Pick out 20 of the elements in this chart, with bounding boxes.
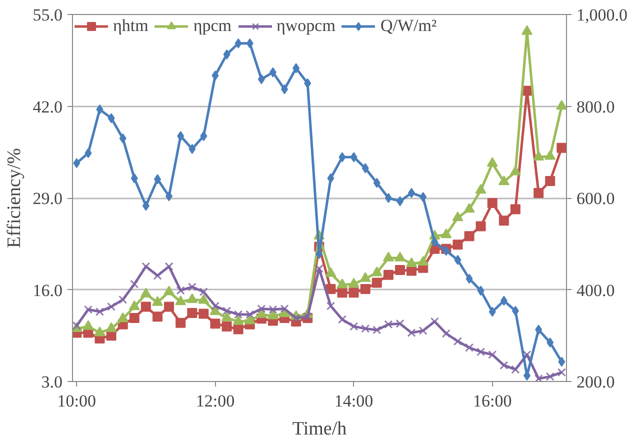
y2-tick-label: 600.0 — [576, 189, 615, 208]
y2-tick-label: 400.0 — [576, 280, 615, 300]
legend-label: ηwopcm — [276, 16, 336, 36]
x-tick-label: 12:00 — [196, 392, 235, 410]
x-axis-title: Time/h — [292, 418, 348, 440]
y-tick-label: 3.0 — [41, 372, 62, 392]
legend-label: ηhtm — [113, 16, 148, 36]
y2-tick-label: 800.0 — [576, 97, 615, 116]
y-tick-label: 42.0 — [32, 97, 62, 116]
legend-label: ηpcm — [193, 16, 232, 36]
y-axis-title: Efficiency/% — [4, 148, 25, 248]
legend-label: Q/W/m² — [380, 16, 437, 36]
y-tick-label: 29.0 — [32, 189, 62, 208]
x-tick-label: 16:00 — [473, 392, 512, 410]
x-tick-label: 14:00 — [334, 392, 374, 410]
y2-tick-label: 200.0 — [576, 372, 615, 392]
y-tick-label: 16.0 — [32, 280, 62, 300]
x-tick-label: 10:00 — [57, 392, 96, 410]
y-tick-label: 55.0 — [32, 6, 62, 24]
y2-tick-label: 1,000.0 — [576, 6, 628, 24]
